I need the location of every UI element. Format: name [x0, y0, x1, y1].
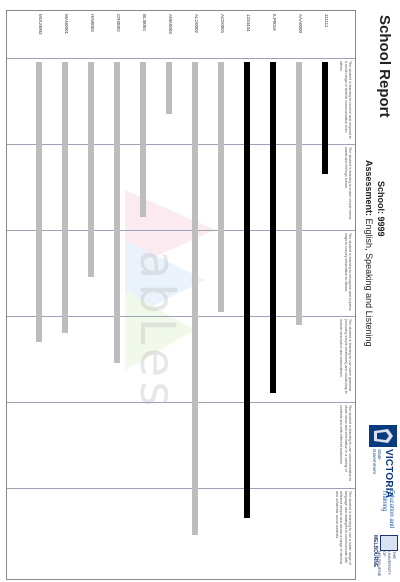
student-id-label: ACE0001 [220, 14, 225, 34]
level-divider [7, 144, 355, 145]
student-level-bar [244, 62, 250, 519]
student-id-label: ILP0016 [272, 14, 277, 31]
student-level-bar [166, 62, 172, 114]
student-id-label: MAN0001 [64, 14, 69, 35]
level-divider [7, 316, 355, 317]
student-level-bar [88, 62, 94, 278]
university-crest-icon [380, 535, 398, 551]
student-level-bar [270, 62, 276, 394]
student-id-label: 1234444 [246, 14, 251, 32]
student-level-bar [192, 62, 198, 536]
student-id-label: BLI0004 [142, 14, 147, 31]
assessment-line: Assessment: English, Speaking and Listen… [364, 160, 374, 347]
student-level-bar [62, 62, 68, 334]
student-level-bar [218, 62, 224, 312]
level-divider [7, 488, 355, 489]
student-level-bar [322, 62, 328, 175]
student-id-label: 111111 [324, 14, 329, 28]
student-level-bar [36, 62, 42, 342]
student-id-label: HIN0003 [90, 14, 95, 32]
level-descriptor: The student is learning to make simple n… [343, 147, 352, 221]
student-level-bar [114, 62, 120, 364]
level-descriptor: The student is learning to receive and r… [339, 61, 352, 139]
victoria-badge [369, 425, 397, 447]
student-id-label: AAA0000 [298, 14, 303, 34]
assessment-label: Assessment: [364, 160, 374, 217]
level-descriptor: The student is learning to recognise and… [343, 233, 352, 311]
student-id-label: ALO0002 [194, 14, 199, 34]
level-divider [7, 402, 355, 403]
student-level-bar [296, 62, 302, 325]
student-level-bar [140, 62, 146, 218]
school-line: School: 9999 [376, 181, 386, 237]
student-id-label: AWA0003 [168, 14, 173, 34]
victoria-state-label: State Government [372, 449, 382, 474]
education-training-label: Education and Training [381, 490, 394, 529]
page-title: School Report [376, 15, 393, 118]
level-divider [7, 230, 355, 231]
university-text: THE UNIVERSITY OF MELBOURNE [377, 551, 397, 577]
assessment-value: English, Speaking and Listening [364, 218, 374, 347]
level-descriptor: The student is learning to use communica… [339, 405, 352, 482]
school-label: School: [376, 181, 386, 214]
school-value: 9999 [376, 216, 386, 237]
victoria-crest-icon [374, 429, 393, 443]
level-divider [7, 58, 355, 59]
level-descriptor: The student is learning to use some gram… [339, 319, 352, 394]
level-descriptor: The student is learning to use a wider r… [334, 491, 352, 565]
university-name: MELBOURNE [372, 535, 378, 568]
victoria-logo: VICTORIA State Government [357, 425, 397, 498]
student-id-label: CRI0002 [116, 14, 121, 32]
university-logo: THE UNIVERSITY OF MELBOURNE MELBOURNE [358, 535, 398, 577]
student-id-label: MOU0003 [38, 14, 43, 35]
watermark-text: abLes [129, 250, 185, 411]
